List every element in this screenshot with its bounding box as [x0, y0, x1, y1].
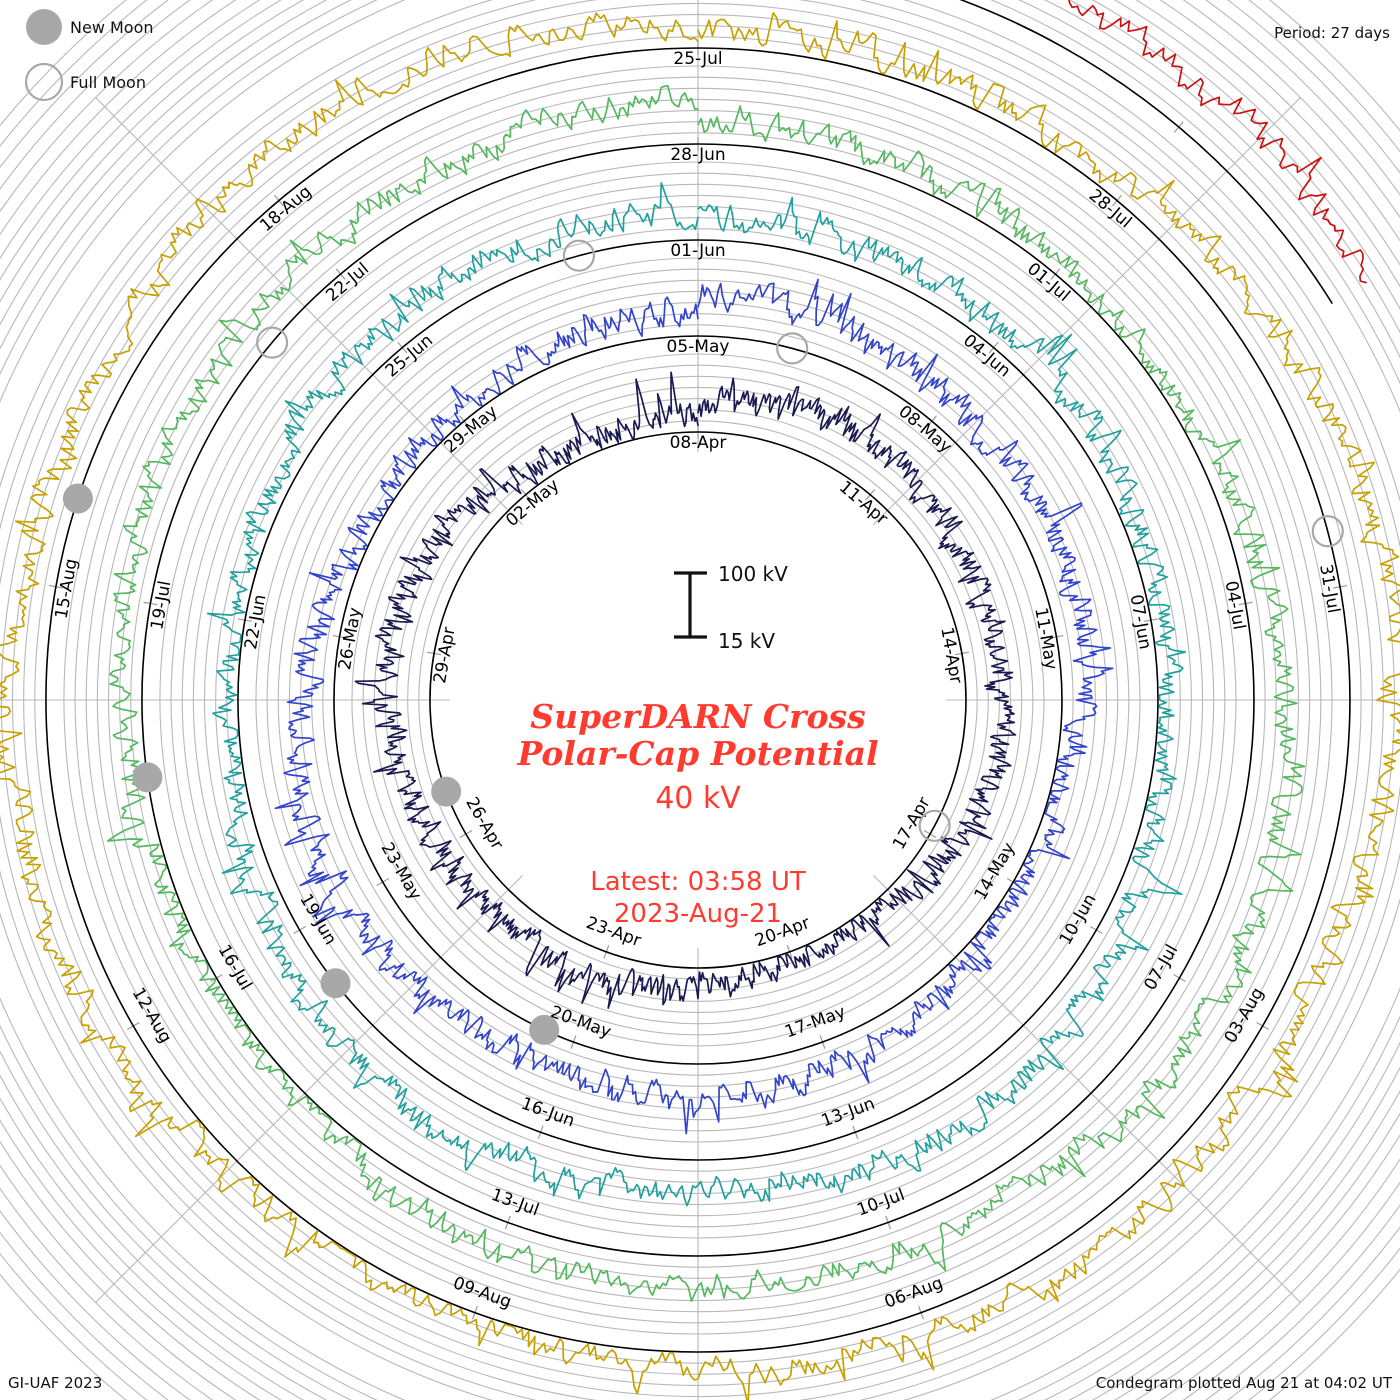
radial-spoke	[872, 97, 1301, 526]
legend: New Moon Full Moon	[24, 9, 154, 102]
date-label: 25-Jul	[673, 49, 722, 69]
title-line-1: SuperDARN Cross	[530, 697, 865, 736]
radial-spoke	[95, 874, 524, 1303]
full-moon-icon	[255, 326, 289, 359]
potential-trace	[354, 371, 1017, 1009]
rotation-baseline	[141, 143, 1255, 1257]
potential-trace	[274, 278, 1114, 1135]
potential-trace	[0, 12, 1400, 1400]
potential-trace	[206, 182, 1187, 1207]
rotation-baseline	[429, 431, 967, 969]
rotation-baseline	[45, 47, 1351, 1353]
new-moon-icon	[132, 762, 163, 793]
footer-plot-time: Condegram plotted Aug 21 at 04:02 UT	[1096, 1374, 1393, 1392]
scale-bar-bottom-label: 15 kV	[718, 629, 775, 653]
full-moon-icon	[24, 62, 64, 102]
new-moon-legend-label: New Moon	[70, 18, 154, 37]
rotation-baseline	[959, 0, 1334, 305]
center-annotation: SuperDARN Cross Polar-Cap Potential 40 k…	[516, 697, 878, 929]
period-label: Period: 27 days	[1274, 24, 1390, 42]
full-moon-legend-label: Full Moon	[70, 73, 146, 92]
new-moon-icon	[26, 9, 62, 45]
radial-spoke	[872, 874, 1301, 1303]
date-label: 01-Jun	[670, 241, 725, 261]
date-label: 08-Apr	[670, 433, 727, 453]
new-moon-icon	[431, 776, 462, 807]
new-moon-icon	[320, 968, 351, 999]
latest-date-label: 2023-Aug-21	[614, 899, 782, 929]
full-moon-icon	[1311, 515, 1344, 548]
scale-bar: 100 kV 15 kV	[674, 562, 788, 653]
date-label: 05-May	[667, 337, 730, 357]
latest-time-label: Latest: 03:58 UT	[590, 867, 806, 897]
title-line-2: Polar-Cap Potential	[516, 734, 878, 773]
date-label: 28-Jun	[670, 145, 725, 165]
full-moon-icon	[562, 239, 596, 272]
current-value-label: 40 kV	[655, 781, 741, 816]
full-moon-icon	[776, 332, 809, 365]
radial-spoke	[95, 97, 524, 526]
moon-markers	[62, 239, 1344, 1045]
rotation-baseline	[237, 239, 1159, 1161]
new-moon-icon	[62, 483, 93, 514]
footer-credit: GI-UAF 2023	[8, 1374, 102, 1392]
potential-trace	[107, 84, 1306, 1302]
rotation-baseline	[333, 335, 1063, 1065]
potential-trace	[1068, 0, 1367, 284]
scale-bar-top-label: 100 kV	[718, 562, 788, 586]
full-moon-icon	[918, 809, 951, 842]
new-moon-icon	[529, 1014, 560, 1045]
